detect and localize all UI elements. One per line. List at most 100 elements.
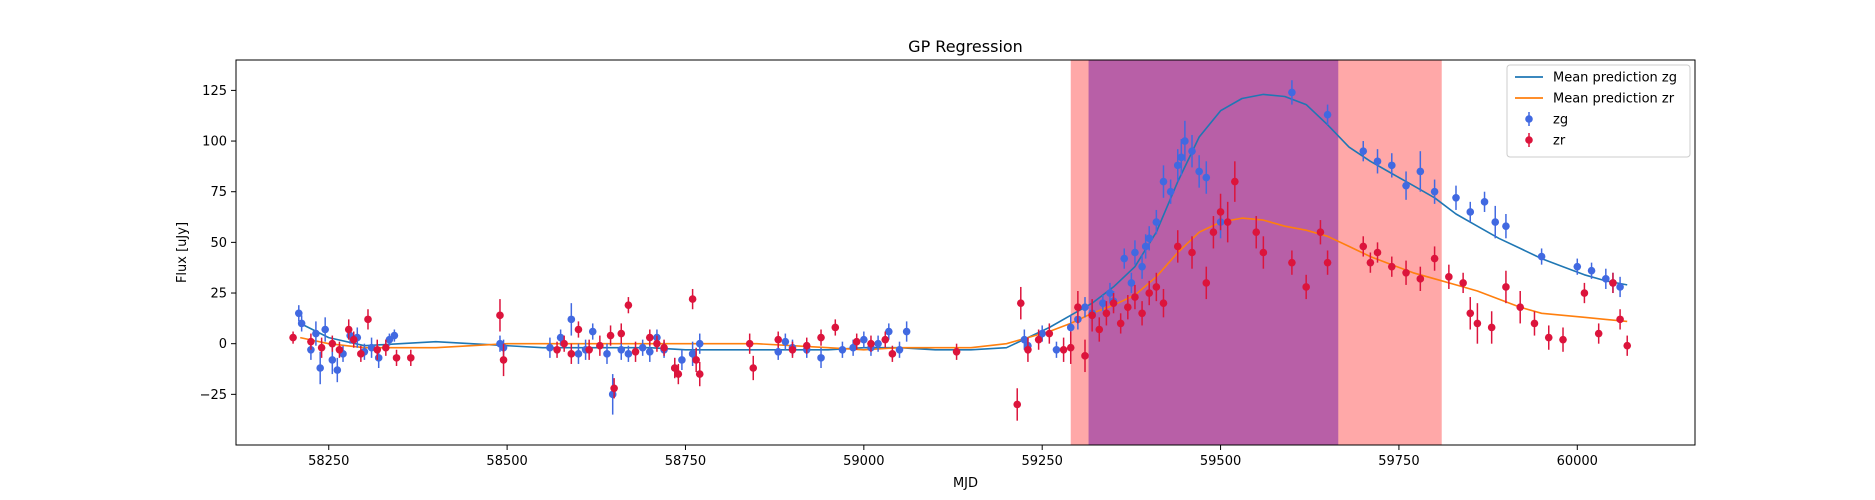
data-point-zg <box>1452 193 1460 202</box>
data-point-zr <box>496 311 504 320</box>
data-point-zg <box>902 327 911 336</box>
data-point-zr <box>888 350 897 358</box>
data-point-zr <box>645 333 654 342</box>
data-point-zr <box>1559 335 1567 344</box>
data-point-zg <box>1066 323 1075 332</box>
data-point-zr <box>1387 262 1396 271</box>
data-point-zr <box>382 343 390 352</box>
y-tick-label: 50 <box>210 236 227 251</box>
x-tick-label: 59750 <box>1378 454 1419 469</box>
data-point-zr <box>831 323 840 332</box>
x-tick-label: 58750 <box>665 454 706 469</box>
data-point-zr <box>553 345 561 354</box>
data-point-zg <box>1402 181 1410 190</box>
data-point-zg <box>781 337 790 346</box>
data-point-zg <box>838 345 847 354</box>
data-point-zr <box>653 339 661 348</box>
data-point-zg <box>860 335 868 344</box>
data-point-zr <box>1416 275 1425 283</box>
data-point-zg <box>603 350 611 358</box>
data-point-zr <box>1609 279 1617 287</box>
data-point-zr <box>802 341 811 350</box>
data-point-zr <box>1209 228 1218 237</box>
legend-swatch-marker <box>1525 115 1533 123</box>
data-point-zr <box>1159 299 1168 307</box>
shaded-regions <box>1070 60 1442 445</box>
data-point-zg <box>1587 266 1596 275</box>
data-point-zr <box>1109 299 1118 307</box>
data-point-zr <box>373 345 382 354</box>
y-axis-label: Flux [uJy] <box>175 222 190 283</box>
data-point-zr <box>349 335 358 344</box>
data-point-zg <box>1602 275 1610 283</box>
data-point-zg <box>1120 254 1129 263</box>
data-point-zr <box>610 384 618 393</box>
y-tick-label: 75 <box>210 185 227 200</box>
data-point-zg <box>1177 153 1186 162</box>
y-tick-label: 100 <box>202 135 227 150</box>
data-point-zg <box>1491 218 1500 226</box>
data-point-zr <box>1459 279 1467 287</box>
data-point-zr <box>1252 228 1261 237</box>
data-point-zg <box>638 343 647 352</box>
legend-label: Mean prediction zr <box>1553 92 1675 107</box>
data-point-zg <box>1141 242 1150 251</box>
data-point-zg <box>1373 157 1382 166</box>
data-point-zg <box>1145 234 1154 243</box>
data-point-zg <box>1081 303 1089 312</box>
data-point-zr <box>1081 352 1089 360</box>
data-point-zg <box>328 356 337 364</box>
legend-swatch-marker <box>1525 136 1533 144</box>
data-point-zr <box>952 347 961 356</box>
data-point-zr <box>357 350 365 358</box>
data-point-zr <box>499 356 508 364</box>
data-point-zr <box>364 315 372 324</box>
y-tick-label: 125 <box>202 84 227 99</box>
data-point-zr <box>1259 248 1268 257</box>
data-point-zr <box>1594 329 1603 338</box>
series-zr <box>289 161 1632 421</box>
data-point-zr <box>817 333 825 342</box>
data-point-zg <box>1537 252 1546 261</box>
data-point-zr <box>670 364 679 372</box>
data-point-zg <box>567 315 576 324</box>
data-point-zg <box>1131 248 1139 257</box>
data-point-zr <box>1066 343 1075 352</box>
data-point-zr <box>749 364 758 372</box>
data-point-zr <box>631 347 640 356</box>
data-point-zg <box>588 327 597 336</box>
data-point-zr <box>1013 400 1022 409</box>
legend-label: Mean prediction zg <box>1553 71 1677 86</box>
data-point-zr <box>774 335 783 344</box>
data-point-zg <box>1195 167 1203 176</box>
data-point-zg <box>1430 187 1439 196</box>
data-point-zr <box>674 370 683 378</box>
data-point-zr <box>1016 299 1025 307</box>
data-point-zg <box>367 343 376 352</box>
data-point-zg <box>374 354 383 362</box>
data-point-zg <box>546 343 554 352</box>
data-point-zr <box>1202 279 1211 287</box>
data-point-zr <box>1223 218 1232 226</box>
data-point-zr <box>1544 333 1553 342</box>
data-point-zr <box>1124 303 1132 312</box>
data-point-zr <box>617 329 626 338</box>
data-point-zg <box>1466 208 1475 216</box>
data-point-zr <box>1034 335 1043 344</box>
data-point-zr <box>745 339 754 348</box>
data-point-zg <box>297 319 306 328</box>
data-point-zr <box>1131 293 1139 301</box>
data-point-zr <box>1138 309 1146 318</box>
data-point-zr <box>1430 254 1439 263</box>
data-point-zg <box>1387 161 1396 170</box>
data-point-zr <box>1516 303 1525 312</box>
data-point-zg <box>1138 262 1146 271</box>
data-point-zr <box>1623 341 1632 350</box>
data-point-zg <box>1052 345 1061 354</box>
data-point-zr <box>688 295 697 303</box>
data-point-zr <box>1145 289 1154 297</box>
data-point-zg <box>1359 147 1368 155</box>
x-tick-label: 60000 <box>1557 454 1598 469</box>
data-points <box>289 80 1632 421</box>
